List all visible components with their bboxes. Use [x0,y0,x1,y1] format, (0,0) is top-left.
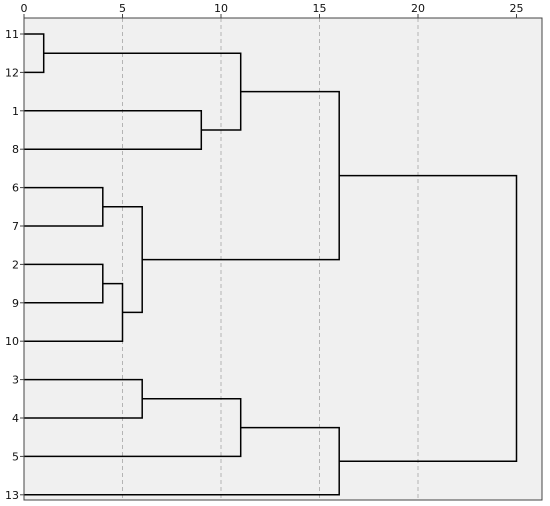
leaf-label: 11 [5,28,19,41]
leaf-label: 3 [12,374,19,387]
x-tick-label: 10 [214,2,228,15]
leaf-label: 1 [12,105,19,118]
plot-border [23,17,543,501]
leaf-labels: 11 12 1 8 6 7 2 9 10 3 4 5 13 [5,28,24,502]
leaf-label: 5 [12,450,19,463]
x-tick-label: 20 [411,2,425,15]
dendrogram-links [24,33,518,496]
x-tick-label: 0 [21,2,28,15]
dendrogram-link [339,174,518,462]
leaf-label: 12 [5,66,19,79]
leaf-label: 8 [12,143,19,156]
leaf-label: 7 [12,220,19,233]
x-tick-label: 5 [119,2,126,15]
leaf-label: 6 [12,182,19,195]
leaf-label: 9 [12,297,19,310]
leaf-label: 2 [12,258,19,271]
leaf-label: 13 [5,489,19,502]
x-tick-label: 15 [313,2,327,15]
leaf-label: 4 [12,412,19,425]
leaf-label: 10 [5,335,19,348]
x-axis: 0 5 10 15 20 25 [21,2,524,18]
x-tick-label: 25 [510,2,524,15]
